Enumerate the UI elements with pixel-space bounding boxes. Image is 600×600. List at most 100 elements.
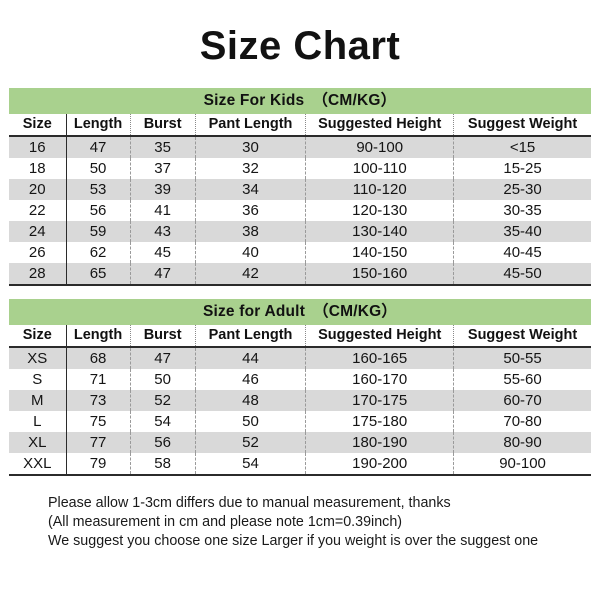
cell-size: M — [9, 390, 67, 411]
cell-suggest-weight: 60-70 — [453, 390, 591, 411]
kids-size-table: Size Length Burst Pant Length Suggested … — [9, 114, 591, 286]
cell-size: 16 — [9, 136, 67, 158]
cell-length: 79 — [66, 453, 131, 476]
cell-length: 53 — [66, 179, 131, 200]
cell-pant-length: 30 — [195, 136, 307, 158]
footnote-unit-conversion: (All measurement in cm and please note 1… — [48, 514, 403, 530]
cell-length: 65 — [66, 263, 131, 286]
cell-pant-length: 38 — [195, 221, 307, 242]
cell-suggest-weight: 55-60 — [453, 369, 591, 390]
cell-suggested-height: 175-180 — [305, 411, 455, 432]
cell-pant-length: 52 — [195, 432, 307, 453]
cell-pant-length: 48 — [195, 390, 307, 411]
cell-size: L — [9, 411, 67, 432]
cell-suggest-weight: 40-45 — [453, 242, 591, 263]
cell-size: XS — [9, 347, 67, 369]
cell-suggest-weight: 15-25 — [453, 158, 591, 179]
column-header-suggested-height: Suggested Height — [305, 325, 455, 348]
footnote-size-recommendation: We suggest you choose one size Larger if… — [48, 533, 539, 549]
cell-suggested-height: 160-165 — [305, 347, 455, 369]
column-header-suggest-weight: Suggest Weight — [453, 325, 591, 348]
adult-table-banner: Size for Adult （CM/KG） — [9, 299, 591, 325]
cell-suggest-weight: 70-80 — [453, 411, 591, 432]
cell-length: 56 — [66, 200, 131, 221]
cell-pant-length: 40 — [195, 242, 307, 263]
cell-pant-length: 54 — [195, 453, 307, 476]
cell-pant-length: 44 — [195, 347, 307, 369]
adult-size-table-block: Size for Adult （CM/KG） Size Length Burst… — [9, 299, 591, 476]
column-header-pant-length: Pant Length — [195, 325, 307, 348]
cell-suggested-height: 150-160 — [305, 263, 455, 286]
cell-burst: 37 — [130, 158, 196, 179]
cell-size: 28 — [9, 263, 67, 286]
cell-burst: 43 — [130, 221, 196, 242]
cell-pant-length: 42 — [195, 263, 307, 286]
cell-size: 18 — [9, 158, 67, 179]
cell-burst: 47 — [130, 263, 196, 286]
table-row: 28 65 47 42 150-160 45-50 — [9, 263, 591, 286]
cell-burst: 54 — [130, 411, 196, 432]
cell-burst: 45 — [130, 242, 196, 263]
cell-suggested-height: 130-140 — [305, 221, 455, 242]
cell-suggested-height: 90-100 — [305, 136, 455, 158]
cell-suggest-weight: 45-50 — [453, 263, 591, 286]
table-row: 26 62 45 40 140-150 40-45 — [9, 242, 591, 263]
cell-suggested-height: 170-175 — [305, 390, 455, 411]
cell-length: 75 — [66, 411, 131, 432]
cell-suggest-weight: 50-55 — [453, 347, 591, 369]
table-row: XL 77 56 52 180-190 80-90 — [9, 432, 591, 453]
table-row: S 71 50 46 160-170 55-60 — [9, 369, 591, 390]
column-header-suggest-weight: Suggest Weight — [453, 114, 591, 137]
adult-size-table: Size Length Burst Pant Length Suggested … — [9, 325, 591, 476]
column-header-length: Length — [66, 114, 131, 137]
column-header-size: Size — [9, 325, 67, 348]
cell-suggested-height: 100-110 — [305, 158, 455, 179]
cell-suggested-height: 160-170 — [305, 369, 455, 390]
cell-size: 22 — [9, 200, 67, 221]
cell-size: 24 — [9, 221, 67, 242]
cell-size: 26 — [9, 242, 67, 263]
cell-length: 50 — [66, 158, 131, 179]
column-header-length: Length — [66, 325, 131, 348]
cell-length: 62 — [66, 242, 131, 263]
table-row: 16 47 35 30 90-100 <15 — [9, 136, 591, 158]
cell-length: 73 — [66, 390, 131, 411]
cell-suggest-weight: 80-90 — [453, 432, 591, 453]
table-row: 24 59 43 38 130-140 35-40 — [9, 221, 591, 242]
cell-burst: 39 — [130, 179, 196, 200]
cell-suggest-weight: 25-30 — [453, 179, 591, 200]
cell-burst: 58 — [130, 453, 196, 476]
footnotes: Please allow 1-3cm differs due to manual… — [0, 494, 600, 551]
cell-size: XL — [9, 432, 67, 453]
cell-size: S — [9, 369, 67, 390]
cell-length: 68 — [66, 347, 131, 369]
table-header-row: Size Length Burst Pant Length Suggested … — [9, 325, 591, 348]
column-header-suggested-height: Suggested Height — [305, 114, 455, 137]
cell-burst: 50 — [130, 369, 196, 390]
column-header-burst: Burst — [130, 114, 196, 137]
table-row: 18 50 37 32 100-110 15-25 — [9, 158, 591, 179]
cell-pant-length: 36 — [195, 200, 307, 221]
cell-suggested-height: 190-200 — [305, 453, 455, 476]
column-header-pant-length: Pant Length — [195, 114, 307, 137]
cell-suggested-height: 110-120 — [305, 179, 455, 200]
cell-size: XXL — [9, 453, 67, 476]
page-title: Size Chart — [199, 24, 401, 68]
table-row: L 75 54 50 175-180 70-80 — [9, 411, 591, 432]
cell-burst: 52 — [130, 390, 196, 411]
column-header-size: Size — [9, 114, 67, 137]
cell-burst: 56 — [130, 432, 196, 453]
cell-burst: 41 — [130, 200, 196, 221]
cell-length: 77 — [66, 432, 131, 453]
cell-size: 20 — [9, 179, 67, 200]
cell-burst: 47 — [130, 347, 196, 369]
cell-pant-length: 50 — [195, 411, 307, 432]
table-row: XS 68 47 44 160-165 50-55 — [9, 347, 591, 369]
cell-suggest-weight: <15 — [453, 136, 591, 158]
cell-length: 47 — [66, 136, 131, 158]
table-header-row: Size Length Burst Pant Length Suggested … — [9, 114, 591, 137]
cell-suggest-weight: 30-35 — [453, 200, 591, 221]
cell-pant-length: 34 — [195, 179, 307, 200]
table-row: M 73 52 48 170-175 60-70 — [9, 390, 591, 411]
